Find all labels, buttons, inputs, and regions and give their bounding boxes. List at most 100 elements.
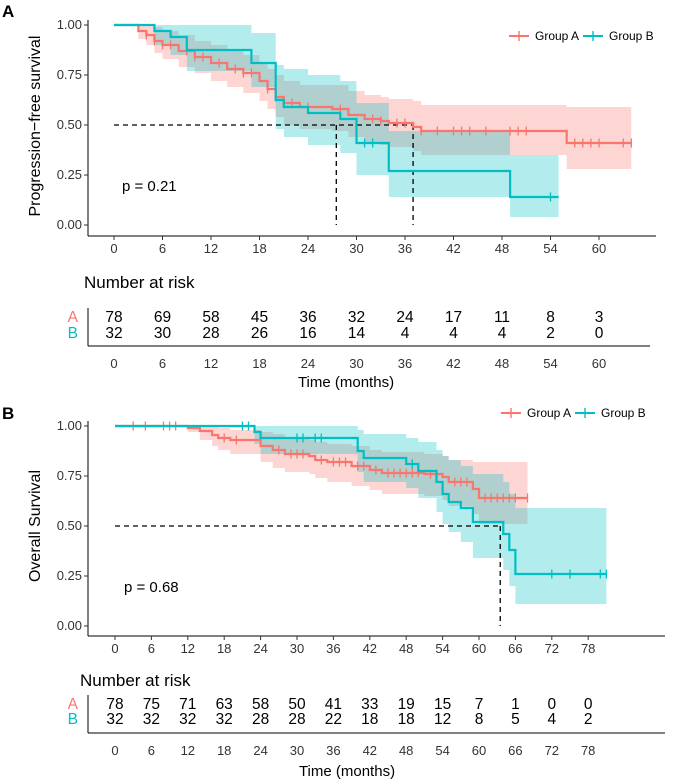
risk-tick-label: 12	[204, 356, 218, 371]
panel-b-risk-row-b-label: B	[68, 711, 78, 728]
risk-count: 33	[361, 696, 378, 713]
panel-b-x-tick-label: 24	[253, 641, 267, 656]
risk-count: 69	[154, 309, 171, 326]
risk-tick-label: 78	[581, 743, 595, 758]
legend-group-b-label: Group B	[601, 406, 646, 420]
risk-count: 28	[288, 711, 305, 728]
risk-count: 28	[252, 711, 269, 728]
risk-count: 75	[143, 696, 160, 713]
risk-count: 1	[511, 696, 520, 713]
risk-tick-label: 6	[148, 743, 155, 758]
panel-b-risk-title: Number at risk	[80, 671, 191, 690]
risk-count: 32	[348, 309, 365, 326]
panel-a-x-tick-labels: 0 6 12 18 24 30 36 42 48 54 60	[110, 241, 606, 256]
legend-group-b-label: Group B	[609, 29, 654, 43]
risk-tick-label: 48	[495, 356, 509, 371]
panel-b: B Overall Survival 1.00 0.75 0.50 0.25 0…	[2, 404, 665, 780]
panel-a: A Progression−free survival 1.00 0.75 0.…	[2, 2, 656, 391]
risk-count: 0	[547, 696, 556, 713]
panel-b-risk-row-a-label: A	[68, 696, 79, 713]
ci-band-group-a	[115, 426, 528, 524]
risk-count: 36	[299, 309, 316, 326]
panel-b-x-tick-label: 72	[545, 641, 559, 656]
legend-group-a-label: Group A	[535, 29, 579, 43]
risk-tick-label: 72	[545, 743, 559, 758]
risk-tick-label: 18	[252, 356, 266, 371]
panel-a-x-tick-label: 24	[301, 241, 315, 256]
risk-tick-label: 48	[399, 743, 413, 758]
risk-count: 24	[396, 309, 414, 326]
panel-a-y-tick-label: 0.50	[57, 117, 82, 132]
panel-a-risk-title: Number at risk	[84, 273, 195, 292]
panel-a-p-value: p = 0.21	[122, 178, 177, 195]
panel-b-risk-row-b: 32 32 32 32 28 28 22 18 18 12 8 5 4 2	[106, 711, 592, 728]
panel-a-y-tick-label: 1.00	[57, 17, 82, 32]
risk-count: 14	[348, 325, 366, 342]
panel-b-p-value: p = 0.68	[124, 579, 179, 596]
panel-a-y-tick-label: 0.75	[57, 67, 82, 82]
risk-count: 32	[105, 325, 122, 342]
risk-count: 16	[299, 325, 316, 342]
panel-a-x-tick-label: 18	[252, 241, 266, 256]
panel-b-x-tick-label: 18	[217, 641, 231, 656]
risk-tick-label: 18	[217, 743, 231, 758]
panel-a-letter: A	[2, 2, 14, 21]
panel-b-x-tick-label: 36	[326, 641, 340, 656]
panel-a-x-tick-label: 30	[349, 241, 363, 256]
risk-count: 32	[216, 711, 233, 728]
panel-a-x-axis-title: Time (months)	[298, 374, 394, 391]
panel-b-legend: Group A Group B	[501, 406, 646, 420]
risk-count: 3	[595, 309, 604, 326]
panel-b-y-tick-label: 0.25	[57, 568, 82, 583]
risk-count: 4	[401, 325, 410, 342]
panel-a-y-axis-title: Progression−free survival	[27, 36, 44, 217]
risk-count: 19	[398, 696, 415, 713]
risk-count: 5	[511, 711, 520, 728]
risk-count: 30	[154, 325, 172, 342]
risk-count: 58	[202, 309, 219, 326]
risk-count: 4	[449, 325, 458, 342]
survival-curve-group-a	[115, 424, 528, 500]
panel-a-y-tick-labels: 1.00 0.75 0.50 0.25 0.00	[57, 17, 82, 232]
risk-tick-label: 54	[543, 356, 557, 371]
panel-a-x-tick-label: 6	[159, 241, 166, 256]
risk-tick-label: 0	[111, 743, 118, 758]
panel-b-y-tick-labels: 1.00 0.75 0.50 0.25 0.00	[57, 418, 82, 633]
panel-b-x-tick-label: 6	[148, 641, 155, 656]
risk-count: 22	[325, 711, 342, 728]
risk-count: 41	[325, 696, 342, 713]
risk-count: 11	[494, 309, 510, 326]
risk-count: 71	[179, 696, 196, 713]
risk-count: 78	[105, 309, 122, 326]
risk-tick-label: 60	[472, 743, 486, 758]
panel-b-x-tick-label: 66	[508, 641, 522, 656]
panel-b-x-axis-title: Time (months)	[299, 763, 395, 780]
panel-a-y-tick-label: 0.25	[57, 167, 82, 182]
risk-count: 32	[143, 711, 160, 728]
panel-b-y-tick-label: 0.75	[57, 468, 82, 483]
risk-count: 8	[546, 309, 555, 326]
panel-b-x-tick-label: 12	[181, 641, 195, 656]
risk-count: 4	[498, 325, 507, 342]
ci-band-group-b	[115, 426, 607, 604]
risk-tick-label: 66	[508, 743, 522, 758]
panel-a-x-tick-label: 42	[446, 241, 460, 256]
risk-tick-label: 6	[159, 356, 166, 371]
risk-count: 0	[595, 325, 604, 342]
risk-count: 26	[251, 325, 268, 342]
panel-a-y-tick-label: 0.00	[57, 217, 82, 232]
panel-a-risk-row-b-label: B	[68, 325, 78, 342]
panel-a-risk-x-axis: 0 6 12 18 24 30 36 42 48 54 60 Time (mon…	[87, 308, 650, 391]
panel-b-y-axis-title: Overall Survival	[27, 470, 44, 582]
risk-tick-label: 24	[301, 356, 315, 371]
legend-group-a-label: Group A	[527, 406, 571, 420]
risk-count: 2	[584, 711, 593, 728]
panel-b-risk-x-axis: 0 6 12 18 24 30 36 42 48 54 60 66 72 78 …	[87, 695, 665, 780]
panel-b-x-tick-labels: 0 6 12 18 24 30 36 42 48 54 60 66 72 78	[111, 641, 595, 656]
panel-b-y-tick-label: 0.50	[57, 518, 82, 533]
risk-count: 12	[434, 711, 451, 728]
panel-b-x-tick-label: 60	[472, 641, 486, 656]
panel-a-x-tick-label: 12	[204, 241, 218, 256]
risk-count: 32	[179, 711, 196, 728]
panel-a-x-tick-label: 48	[495, 241, 509, 256]
